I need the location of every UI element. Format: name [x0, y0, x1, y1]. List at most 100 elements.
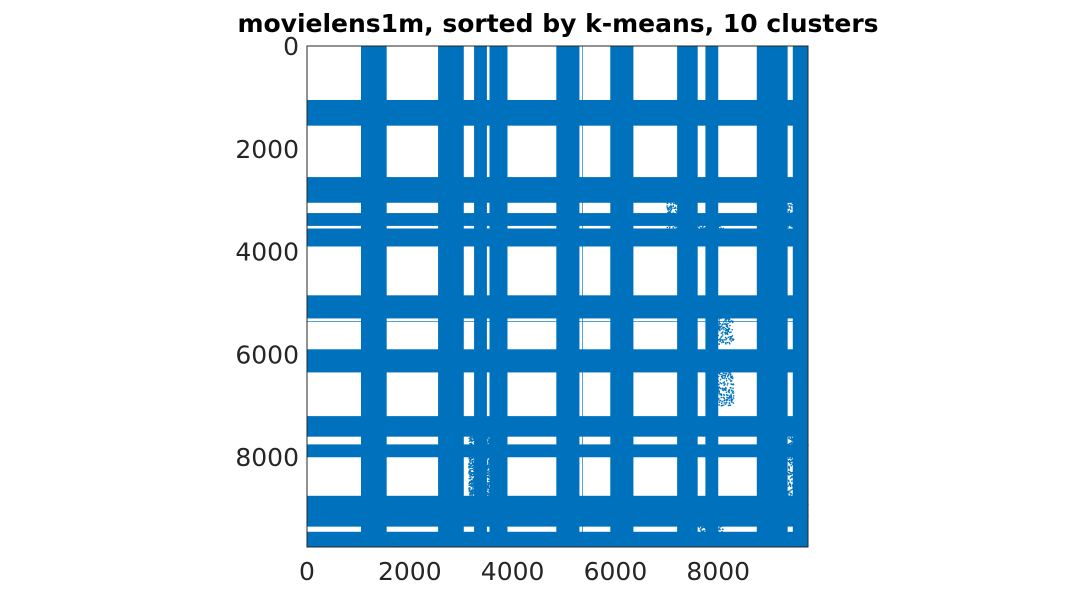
sparse-point: [667, 211, 670, 213]
sparse-point: [685, 210, 688, 212]
sparse-point: [500, 470, 503, 472]
sparse-point: [425, 542, 427, 544]
sparse-point: [712, 533, 715, 536]
sparse-point: [723, 338, 726, 341]
sparse-point: [685, 233, 687, 236]
sparse-point: [489, 483, 491, 486]
thin-column-line: [578, 46, 579, 547]
sparse-point: [493, 481, 495, 483]
x-tick-label: 8000: [686, 557, 750, 586]
sparse-point: [784, 205, 786, 208]
sparse-point: [472, 484, 475, 486]
sparse-point: [805, 522, 807, 525]
sparse-point: [708, 220, 710, 223]
sparse-point: [690, 221, 693, 223]
sparse-point: [728, 360, 731, 363]
sparse-point: [715, 388, 718, 390]
sparse-point: [718, 239, 720, 242]
sparse-point: [495, 469, 498, 472]
sparse-point: [469, 466, 472, 468]
sparse-point: [674, 217, 677, 220]
sparse-point: [790, 204, 792, 206]
sparse-point: [476, 489, 478, 491]
sparse-point: [788, 438, 791, 440]
sparse-point: [479, 446, 482, 449]
sparse-point: [803, 492, 805, 494]
sparse-point: [468, 490, 471, 492]
sparse-point: [481, 447, 484, 450]
sparse-point: [711, 377, 714, 379]
sparse-point: [485, 441, 488, 444]
sparse-point: [731, 362, 734, 364]
sparse-point: [480, 459, 483, 461]
sparse-point: [717, 392, 719, 395]
sparse-point: [710, 223, 713, 226]
sparse-point: [798, 214, 800, 217]
sparse-point: [724, 336, 727, 339]
sparse-point: [475, 451, 478, 453]
sparse-point: [687, 232, 689, 234]
sparse-point: [787, 485, 789, 487]
sparse-point: [716, 379, 719, 382]
sparse-point: [800, 503, 803, 505]
sparse-point: [672, 233, 675, 236]
sparse-point: [672, 212, 674, 214]
sparse-point: [487, 472, 489, 474]
sparse-point: [707, 238, 710, 241]
sparse-point: [799, 199, 802, 202]
sparse-point: [704, 221, 707, 224]
sparse-point: [479, 473, 482, 475]
sparse-point: [696, 221, 698, 223]
sparse-point: [484, 484, 486, 486]
sparse-point: [799, 446, 802, 448]
sparse-point: [417, 539, 419, 542]
sparse-point: [722, 341, 725, 343]
sparse-point: [496, 471, 499, 474]
sparse-point: [485, 488, 488, 490]
sparse-point: [496, 444, 498, 447]
sparse-point: [803, 517, 805, 519]
sparse-point: [702, 227, 704, 230]
sparse-point: [720, 227, 722, 229]
sparse-point: [722, 543, 724, 545]
sparse-point: [798, 212, 800, 215]
sparse-point: [792, 441, 795, 444]
sparse-point: [497, 455, 499, 458]
sparse-point: [718, 362, 721, 364]
sparse-point: [469, 492, 471, 495]
sparse-point: [488, 462, 491, 465]
sparse-point: [713, 532, 716, 534]
sparse-point: [479, 477, 482, 480]
sparse-point: [480, 465, 483, 468]
sparse-point: [690, 234, 693, 236]
sparse-point: [800, 477, 802, 479]
sparse-point: [495, 446, 498, 448]
sparse-point: [476, 490, 479, 493]
sparse-point: [488, 469, 490, 472]
sparse-point: [469, 475, 471, 478]
sparse-point: [488, 449, 490, 451]
thin-row-line: [307, 321, 808, 322]
sparse-point: [728, 341, 731, 344]
sparse-point: [714, 398, 717, 401]
sparse-point: [473, 462, 476, 465]
y-tick-label: 0: [283, 32, 299, 61]
sparse-point: [485, 457, 488, 460]
sparse-point: [730, 340, 733, 342]
sparse-point: [686, 223, 689, 226]
sparse-point: [786, 216, 789, 219]
sparse-point: [723, 363, 726, 365]
sparse-point: [804, 474, 807, 476]
sparse-point: [711, 221, 713, 224]
sparse-point: [701, 534, 704, 537]
sparse-point: [671, 233, 673, 236]
sparse-point: [470, 489, 473, 492]
sparse-point: [501, 493, 503, 496]
sparse-point: [499, 435, 501, 438]
sparse-point: [801, 470, 804, 473]
sparse-point: [498, 488, 500, 490]
sparse-point: [704, 230, 707, 233]
sparse-point: [699, 221, 702, 224]
sparse-point: [794, 225, 797, 228]
sparse-point: [710, 399, 713, 402]
